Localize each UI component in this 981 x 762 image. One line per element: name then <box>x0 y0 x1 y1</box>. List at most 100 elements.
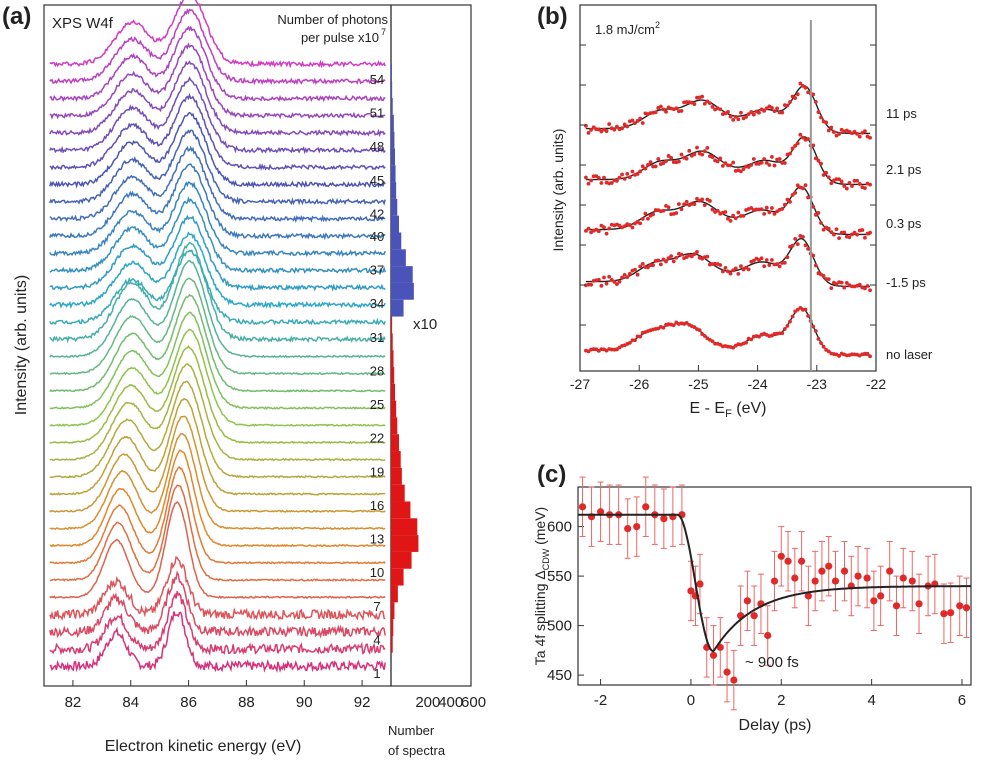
panel-c: (c) -2 0 2 4 6 450 500 550 600 ~ 900 fs Ta 4f sp… <box>532 461 972 734</box>
panel-b-data-point <box>689 254 694 259</box>
panel-b-data-point <box>819 115 823 120</box>
panel-b-data-point <box>746 112 751 117</box>
x-tick-label: -2 <box>594 692 607 709</box>
histogram-x-tick-label: 400 <box>438 694 463 711</box>
photon-level-label: 42 <box>370 206 384 221</box>
histogram-bar <box>391 602 395 620</box>
histogram-x-tick-label: 200 <box>415 694 440 711</box>
spectrum-line <box>49 129 386 206</box>
panel-b-data-point <box>801 186 805 191</box>
panel-b-data-point <box>857 182 862 186</box>
panel-b-data-point <box>708 101 712 105</box>
x-tick-label: 2 <box>777 692 785 709</box>
panel-b-data-point <box>816 336 821 341</box>
panel-b-data-point <box>824 170 829 175</box>
panel-b-data-point <box>829 230 834 235</box>
histogram-bar <box>391 635 393 653</box>
panel-b-data-point <box>723 210 728 214</box>
panel-b-data-point <box>653 164 658 169</box>
panel-b-data-point <box>790 243 795 248</box>
panel-b-data-point <box>602 275 606 280</box>
panel-b-data-point <box>852 129 857 134</box>
panel-b-data-point <box>803 85 808 90</box>
panel-b-data-point <box>661 325 666 330</box>
histogram-bar <box>391 551 412 569</box>
panel-b-data-point <box>788 319 792 324</box>
panel-b-data-point <box>630 118 635 123</box>
panel-b-data-point <box>767 210 772 215</box>
panel-b-data-point <box>795 92 800 97</box>
panel-b-data-point <box>850 184 854 188</box>
histogram-bar <box>391 64 392 82</box>
x-tick-label: 4 <box>867 692 875 709</box>
spectrum-line <box>49 76 386 155</box>
panel-b-data-point <box>832 232 836 237</box>
panel-b-data-point <box>656 157 661 161</box>
panel-b-data-point <box>811 204 816 209</box>
panel-b-data-point <box>821 173 826 177</box>
spectrum-line <box>49 42 386 120</box>
panel-b-data-point <box>842 184 847 188</box>
photon-level-label: 31 <box>370 330 384 345</box>
panel-b-data-point <box>622 224 627 229</box>
histogram-bar <box>391 316 393 334</box>
panel-b-data-point <box>741 167 746 172</box>
data-point <box>831 577 840 585</box>
data-point <box>908 577 916 585</box>
photon-level-label: 40 <box>370 229 384 244</box>
panel-b-data-point <box>777 264 782 269</box>
panel-b-data-point <box>777 157 782 161</box>
photon-level-label: 7 <box>373 599 380 614</box>
panel-b-data-point <box>757 334 761 339</box>
panel-b-data-point <box>710 339 715 344</box>
panel-b-data-point <box>780 331 785 336</box>
panel-b-data-point <box>795 141 800 146</box>
panel-b-data-point <box>612 127 617 132</box>
panel-b-data-point <box>648 160 653 165</box>
panel-b-data-point <box>816 158 821 163</box>
panel-a-x-axis-title: Electron kinetic energy (eV) <box>105 738 302 755</box>
panel-b-data-point <box>627 340 632 345</box>
panel-b-fluence-label: 1.8 mJ/cm2 <box>595 20 660 37</box>
panel-b-data-point <box>633 267 637 272</box>
data-point <box>811 577 819 585</box>
panel-b-data-point <box>684 199 689 204</box>
panel-b-data-point <box>710 155 715 159</box>
histogram-bar <box>391 215 399 233</box>
spectrum-line <box>49 196 386 275</box>
histogram-bar <box>391 366 395 384</box>
panel-b-series-label: 2.1 ps <box>886 162 922 177</box>
panel-b-data-point <box>615 124 619 129</box>
panel-b-data-point <box>702 334 707 338</box>
histogram-bar <box>391 148 395 166</box>
data-point <box>899 574 907 582</box>
panel-b-series-labels: no laser -1.5 ps 0.3 ps 2.1 ps 11 ps <box>886 106 933 362</box>
panel-b-data-point <box>664 259 668 264</box>
spectrum-line <box>49 311 386 410</box>
panel-b-data-point <box>671 323 676 328</box>
panel-b-data-point <box>723 266 728 270</box>
panel-b-data-point <box>816 110 821 114</box>
panel-b-data-point <box>700 94 705 99</box>
histogram-bar <box>391 518 418 536</box>
panel-b-data-point <box>666 256 671 261</box>
panel-b-data-point <box>863 186 867 190</box>
panel-b-data-point <box>586 226 591 231</box>
panel-b-data-point <box>749 110 754 114</box>
spectrum-line <box>49 484 386 582</box>
histogram-bar <box>391 467 402 485</box>
panel-b-data-point <box>661 107 666 112</box>
panel-b-data-point <box>803 183 808 188</box>
spectrum-line <box>49 163 386 241</box>
panel-b-data-point <box>661 161 666 165</box>
panel-b-data-point <box>700 197 705 202</box>
panel-b-data-point <box>726 269 730 274</box>
panel-b-data-point <box>602 225 606 230</box>
data-point <box>962 604 971 612</box>
spectrum-line <box>49 345 386 445</box>
panel-b-x-axis-title-unit: (eV) <box>732 400 767 417</box>
x-tick-label: 88 <box>238 694 255 711</box>
x-tick-label: -24 <box>747 376 767 392</box>
